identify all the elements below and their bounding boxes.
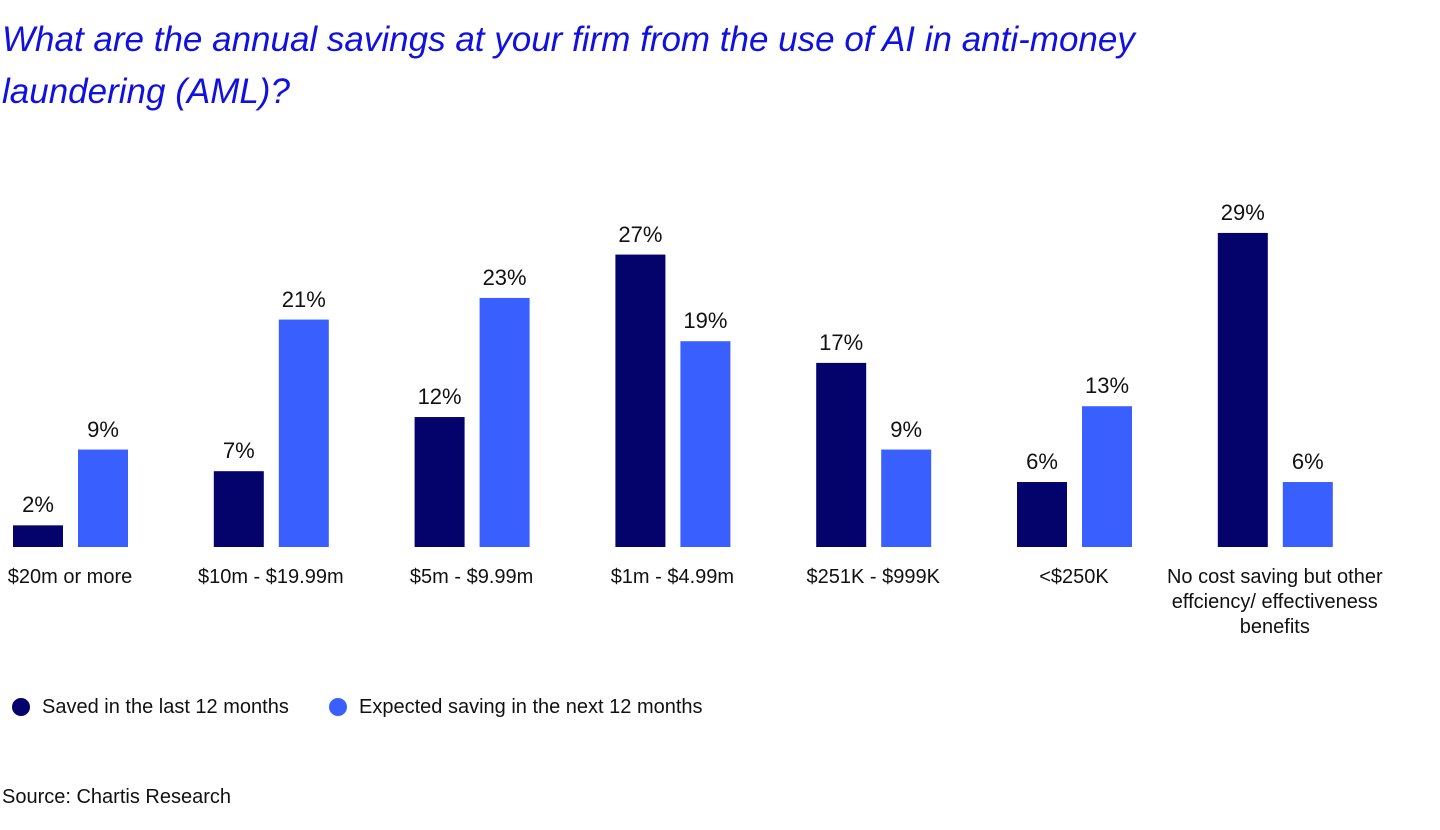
- bar: [213, 471, 264, 547]
- value-label: 29%: [1220, 199, 1265, 225]
- bar: [1082, 406, 1132, 547]
- x-tick-label: <$250K: [1039, 566, 1109, 588]
- value-label: 6%: [1291, 449, 1324, 475]
- value-label: 13%: [1084, 373, 1130, 399]
- x-tick-label: $1m - $4.99m: [610, 566, 735, 588]
- bar: [278, 319, 329, 547]
- bar: [1017, 482, 1067, 547]
- value-label: 9%: [87, 416, 119, 442]
- bar: [680, 341, 731, 547]
- x-tick-label: $251K - $999K: [806, 566, 940, 588]
- x-tick-label: $5m - $9.99m: [409, 566, 534, 588]
- value-label: 6%: [1026, 449, 1058, 475]
- legend-label: Saved in the last 12 months: [42, 696, 289, 718]
- value-label: 7%: [222, 438, 255, 464]
- bar: [78, 449, 128, 547]
- chart-title: What are the annual savings at your firm…: [2, 20, 1135, 111]
- bar: [13, 525, 63, 547]
- x-tick-label: No cost saving but other effciency/ effe…: [1166, 566, 1383, 638]
- bar: [816, 362, 867, 547]
- legend-marker: [12, 698, 30, 716]
- value-label: 17%: [819, 329, 864, 355]
- bar: [414, 417, 465, 547]
- bar: [1217, 232, 1268, 547]
- value-label: 21%: [281, 286, 326, 312]
- value-label: 2%: [22, 492, 54, 518]
- x-tick-label: $20m or more: [7, 566, 133, 588]
- legend-marker: [329, 698, 347, 716]
- value-label: 12%: [417, 384, 462, 410]
- bar: [479, 297, 530, 547]
- bar: [881, 449, 932, 547]
- bar: [1282, 482, 1333, 547]
- value-label: 27%: [618, 221, 663, 247]
- value-label: 23%: [482, 264, 527, 290]
- source: Source: Chartis Research: [2, 786, 231, 808]
- x-tick-label: $10m - $19.99m: [197, 566, 344, 588]
- value-label: 19%: [683, 308, 728, 334]
- value-label: 9%: [890, 416, 923, 442]
- legend-label: Expected saving in the next 12 months: [359, 696, 703, 718]
- bar: [615, 254, 666, 547]
